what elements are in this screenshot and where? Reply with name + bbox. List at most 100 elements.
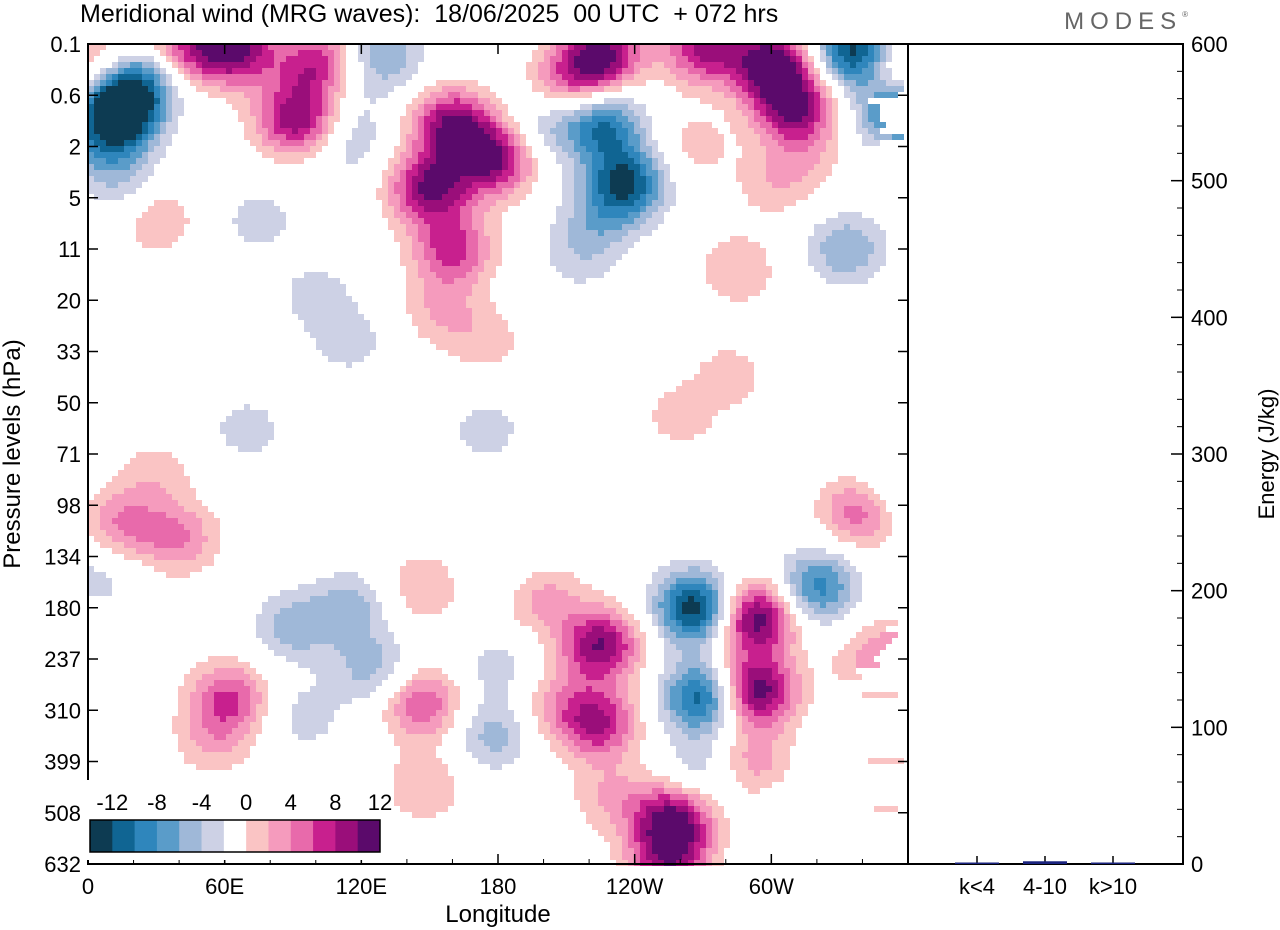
heatmap-cell	[868, 512, 880, 518]
heatmap-cell	[700, 56, 742, 62]
heatmap-cell	[760, 770, 784, 776]
heatmap-cell	[496, 116, 502, 122]
heatmap-cell	[574, 248, 604, 254]
heatmap-cell	[802, 176, 826, 182]
heatmap-cell	[412, 314, 430, 320]
heatmap-cell	[430, 140, 436, 146]
heatmap-cell	[400, 806, 448, 812]
heatmap-cell	[424, 302, 466, 308]
heatmap-cell	[610, 620, 622, 626]
heatmap-cell	[388, 176, 400, 182]
heatmap-cell	[820, 488, 844, 494]
heatmap-cell	[664, 626, 670, 632]
heatmap-cell	[250, 674, 262, 680]
heatmap-cell	[796, 44, 802, 50]
heatmap-cell	[766, 158, 820, 164]
heatmap-cell	[364, 86, 394, 92]
heatmap-cell	[442, 716, 454, 722]
heatmap-cell	[766, 104, 772, 110]
heatmap-cell	[682, 758, 706, 764]
heatmap-cell	[838, 74, 844, 80]
heatmap-cell	[850, 578, 862, 584]
heatmap-cell	[106, 482, 136, 488]
heatmap-cell	[742, 698, 748, 704]
heatmap-cell	[220, 422, 274, 428]
heatmap-cell	[568, 236, 622, 242]
heatmap-cell	[658, 170, 664, 176]
heatmap-cell	[532, 626, 550, 632]
heatmap-cell	[742, 680, 748, 686]
heatmap-cell	[574, 182, 586, 188]
heatmap-cell	[742, 662, 778, 668]
heatmap-cell	[802, 584, 814, 590]
heatmap-cell	[832, 128, 838, 134]
heatmap-cell	[208, 536, 220, 542]
heatmap-cell	[856, 110, 862, 116]
heatmap-cell	[400, 194, 406, 200]
heatmap-cell	[706, 836, 712, 842]
heatmap-cell	[838, 212, 862, 218]
heatmap-cell	[178, 500, 202, 506]
heatmap-cell	[418, 236, 430, 242]
heatmap-cell	[406, 596, 454, 602]
heatmap-cell	[766, 116, 772, 122]
heatmap-cell	[640, 824, 652, 830]
heatmap-cell	[94, 194, 124, 200]
heatmap-cell	[802, 68, 808, 74]
heatmap-cell	[682, 686, 706, 692]
heatmap-cell	[730, 236, 748, 242]
heatmap-cell	[748, 746, 772, 752]
heatmap-cell	[544, 662, 556, 668]
heatmap-cell	[436, 116, 442, 122]
heatmap-cell	[622, 110, 634, 116]
heatmap-cell	[592, 116, 616, 122]
heatmap-cell	[790, 590, 796, 596]
heatmap-cell	[736, 68, 748, 74]
heatmap-cell	[448, 350, 508, 356]
heatmap-cell	[424, 134, 430, 140]
heatmap-cell	[562, 740, 574, 746]
heatmap-cell	[748, 740, 772, 746]
heatmap-cell	[676, 608, 682, 614]
heatmap-cell	[670, 596, 676, 602]
heatmap-cell	[250, 62, 274, 68]
heatmap-cell	[808, 242, 820, 248]
heatmap-cell	[688, 722, 700, 728]
heatmap-cell	[742, 638, 754, 644]
heatmap-cell	[574, 776, 604, 782]
heatmap-cell	[598, 212, 628, 218]
heatmap-cell	[190, 704, 202, 710]
heatmap-cell	[118, 62, 130, 68]
heatmap-cell	[412, 182, 418, 188]
heatmap-cell	[718, 608, 724, 614]
heatmap-cell	[406, 50, 424, 56]
heatmap-cell	[664, 680, 676, 686]
heatmap-cell	[412, 320, 436, 326]
heatmap-cell	[466, 254, 478, 260]
heatmap-cell	[562, 620, 586, 626]
heatmap-cell	[862, 644, 886, 650]
heatmap-cell	[658, 404, 730, 410]
heatmap-cell	[694, 842, 706, 848]
heatmap-cell	[514, 590, 532, 596]
heatmap-cell	[382, 710, 394, 716]
heatmap-cell	[94, 80, 100, 86]
heatmap-cell	[592, 188, 598, 194]
heatmap-cell	[94, 128, 142, 134]
axes: 0.10.62511203350719813418023731039950863…	[44, 32, 1227, 899]
heatmap-cell	[658, 182, 664, 188]
heatmap-cell	[100, 524, 118, 530]
heatmap-cell	[280, 638, 376, 644]
heatmap-cell	[538, 638, 556, 644]
heatmap-cell	[394, 206, 400, 212]
heatmap-cell	[628, 134, 640, 140]
heatmap-cell	[262, 134, 268, 140]
heatmap-cell	[634, 848, 640, 854]
heatmap-cell	[532, 602, 604, 608]
heatmap-cell	[298, 734, 316, 740]
heatmap-cell	[658, 692, 664, 698]
heatmap-cell	[682, 608, 700, 614]
heatmap-cell	[400, 122, 412, 128]
heatmap-cell	[574, 110, 592, 116]
heatmap-cell	[406, 284, 424, 290]
